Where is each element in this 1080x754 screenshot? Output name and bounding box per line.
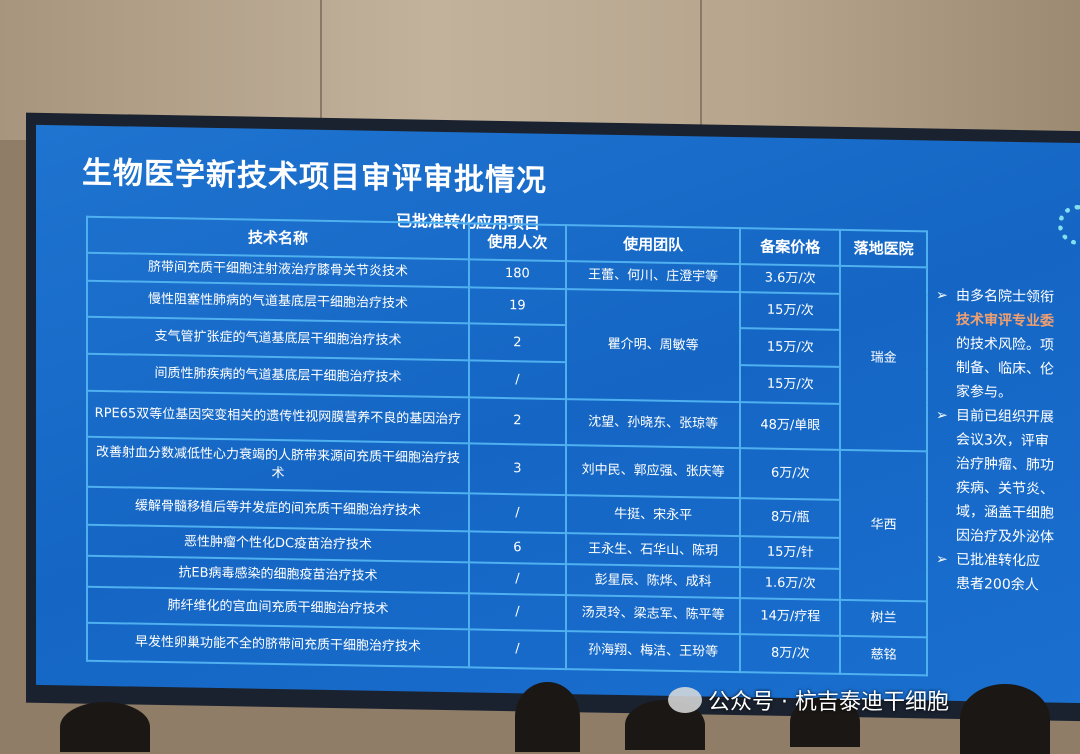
bullet-line: 因治疗及外泌体 xyxy=(956,527,1054,546)
cell-count: 6 xyxy=(469,531,566,565)
wall-seam xyxy=(320,0,322,140)
bullet-line: 治疗肿瘤、肺功 xyxy=(956,455,1054,474)
cell-team: 刘中民、郭应强、张庆等 xyxy=(565,445,741,499)
bullet-line: 疾病、关节炎、 xyxy=(956,479,1054,498)
logo-icon xyxy=(1058,204,1080,246)
cell-team: 彭星辰、陈烨、成科 xyxy=(565,564,741,599)
bullet-line: 患者200余人 xyxy=(956,575,1039,594)
bullet-line: ➢ 由多名院士领衔 xyxy=(936,285,1080,310)
audience-head xyxy=(960,684,1050,754)
audience-head xyxy=(790,697,860,747)
cell-count: 19 xyxy=(469,287,566,326)
header-team: 使用团队 xyxy=(565,225,741,265)
cell-price: 8万/瓶 xyxy=(740,498,841,538)
bullet-line: ➢ 已批准转化应 xyxy=(936,549,1080,574)
bullet-line: 会议3次，评审 xyxy=(956,431,1049,450)
bullet-line: ➢ 目前已组织开展 xyxy=(936,405,1080,430)
cell-count: / xyxy=(469,562,566,596)
watermark: 公众号 · 杭吉泰迪干细胞 xyxy=(668,684,949,716)
cell-name: RPE65双等位基因突变相关的遗传性视网膜营养不良的基因治疗 xyxy=(87,390,469,444)
cell-price: 48万/单眼 xyxy=(740,402,841,450)
cell-price: 15万/次 xyxy=(740,365,841,404)
cell-count: 2 xyxy=(469,323,566,363)
side-notes: ➢ 由多名院士领衔 技术审评专业委 的技术风险。项 制备、临床、伦 家参与。 ➢ 目… xyxy=(936,285,1080,600)
cell-team: 汤灵玲、梁志军、陈平等 xyxy=(565,595,741,635)
bullet-line: 家参与。 xyxy=(956,383,1012,401)
cell-hospital: 瑞金 xyxy=(840,265,927,452)
watermark-text: 公众号 · 杭吉泰迪干细胞 xyxy=(708,690,949,715)
cell-team: 沈望、孙晓东、张琼等 xyxy=(565,399,741,449)
bullet-line: 制备、临床、伦 xyxy=(956,359,1054,378)
wechat-icon xyxy=(668,687,702,713)
header-hospital: 落地医院 xyxy=(840,229,927,268)
bullet-line: 域，涵盖干细胞 xyxy=(956,503,1054,522)
cell-count: / xyxy=(469,493,566,534)
cell-price: 15万/针 xyxy=(740,536,841,569)
cell-hospital: 华西 xyxy=(840,449,927,602)
cell-hospital: 树兰 xyxy=(840,599,927,638)
cell-name: 缓解骨髓移植后等并发症的间充质干细胞治疗技术 xyxy=(87,486,469,532)
cell-count: 3 xyxy=(469,443,566,496)
header-count: 使用人次 xyxy=(469,223,566,262)
arrow-icon: ➢ xyxy=(936,407,948,424)
arrow-icon: ➢ xyxy=(936,287,948,304)
bullet-line: 技术审评专业委 xyxy=(956,311,1054,330)
cell-team: 王永生、石华山、陈玥 xyxy=(565,533,741,568)
wall-seam xyxy=(700,0,702,140)
bullet-line: 的技术风险。项 xyxy=(956,335,1054,354)
cell-count: / xyxy=(469,629,566,670)
cell-team: 孙海翔、梅洁、王玢等 xyxy=(565,631,741,673)
arrow-icon: ➢ xyxy=(936,551,948,568)
cell-price: 15万/次 xyxy=(740,292,841,330)
cell-count: 2 xyxy=(469,397,566,446)
cell-price: 1.6万/次 xyxy=(740,567,841,600)
cell-count: / xyxy=(469,360,566,400)
cell-price: 15万/次 xyxy=(740,328,841,367)
cell-team: 王蕾、何川、庄澄宇等 xyxy=(565,261,741,293)
cell-hospital: 慈铭 xyxy=(840,635,927,676)
presentation-slide: 生物医学新技术项目审评审批情况 已批准转化应用项目 技术名称 使用人次 使用团队… xyxy=(36,124,1080,704)
slide-title: 生物医学新技术项目审评审批情况 xyxy=(82,155,547,199)
cell-name: 改善射血分数减低性心力衰竭的人脐带来源间充质干细胞治疗技术 xyxy=(87,436,469,494)
cell-team: 瞿介明、周敏等 xyxy=(565,289,741,403)
cell-count: 180 xyxy=(469,259,566,290)
audience-head xyxy=(60,702,150,752)
cell-price: 3.6万/次 xyxy=(740,264,841,294)
cell-price: 8万/次 xyxy=(740,634,841,674)
approved-projects-table: 技术名称 使用人次 使用团队 备案价格 落地医院 脐带间充质干细胞注射液治疗膝骨… xyxy=(86,216,928,677)
cell-price: 14万/疗程 xyxy=(740,598,841,636)
audience-head xyxy=(515,682,580,752)
cell-name: 早发性卵巢功能不全的脐带间充质干细胞治疗技术 xyxy=(87,622,469,668)
cell-count: / xyxy=(469,593,566,632)
cell-team: 牛挺、宋永平 xyxy=(565,495,741,537)
header-price: 备案价格 xyxy=(740,228,841,266)
cell-price: 6万/次 xyxy=(740,448,841,500)
